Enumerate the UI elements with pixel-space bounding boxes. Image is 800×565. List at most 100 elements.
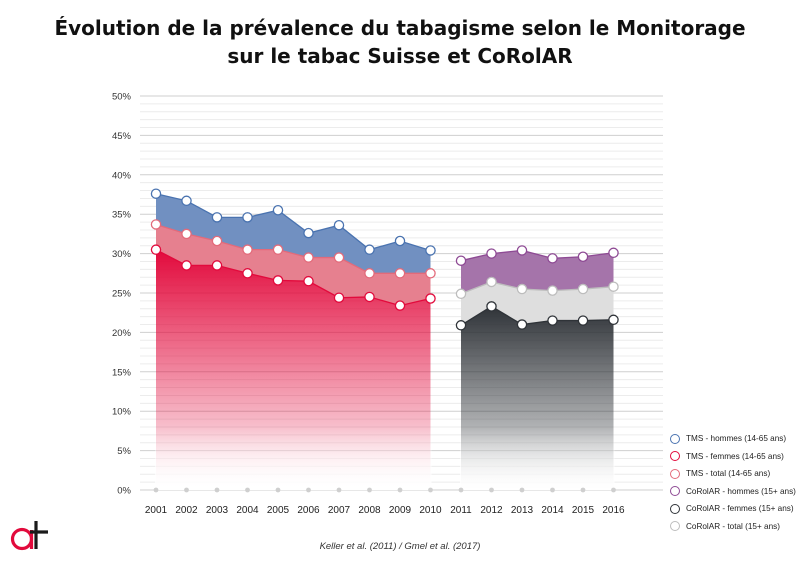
data-point-tms-femmes — [333, 292, 345, 303]
y-tick-label: 45% — [112, 131, 132, 142]
y-tick-label: 35% — [112, 210, 132, 221]
baseline-dot — [580, 487, 586, 493]
source-note: Keller et al. (2011) / Gmel et al. (2017… — [319, 541, 481, 552]
data-point-tms-femmes — [272, 275, 284, 286]
legend-label: TMS - femmes (14-65 ans) — [686, 451, 784, 461]
baseline-dot — [611, 487, 616, 493]
area-fade-corolar — [460, 426, 615, 490]
data-point-corolar-femmes — [608, 314, 619, 326]
legend-marker — [670, 503, 680, 514]
legend-item-tms-femmes: TMS - femmes (14-65 ans) — [670, 448, 800, 466]
baseline-dot — [184, 487, 189, 493]
x-tick-label: 2011 — [450, 505, 472, 516]
series-line-tms-femmes — [155, 249, 431, 307]
y-tick-label: 50% — [112, 92, 132, 103]
data-point-tms-total — [394, 268, 406, 279]
y-tick-label: 15% — [112, 367, 132, 378]
y-tick-label: 5% — [117, 446, 131, 457]
x-tick-label: 2014 — [541, 505, 564, 516]
data-point-corolar-total — [486, 276, 497, 288]
x-tick-label: 2008 — [358, 505, 381, 516]
area-tms-total — [156, 224, 431, 306]
data-point-tms-hommes — [425, 245, 436, 256]
data-point-corolar-hommes — [608, 247, 619, 259]
baseline-dot — [458, 487, 464, 493]
baseline-dot — [519, 487, 525, 493]
at-logo — [10, 521, 48, 551]
data-point-tms-hommes — [394, 235, 406, 247]
data-point-tms-femmes — [211, 260, 223, 271]
legend-label: CoRolAR - total (15+ ans) — [686, 521, 780, 531]
baseline-dot — [397, 487, 403, 493]
x-tick-label: 2006 — [297, 505, 320, 516]
legend-label: CoRolAR - femmes (15+ ans) — [686, 504, 794, 514]
y-tick-label: 10% — [112, 407, 132, 418]
data-point-corolar-femmes — [455, 320, 467, 331]
data-point-tms-femmes — [181, 260, 192, 271]
data-point-tms-hommes — [181, 195, 192, 207]
data-point-tms-hommes — [303, 227, 314, 239]
baseline-dot — [428, 487, 433, 493]
y-tick-label: 20% — [112, 328, 132, 339]
x-tick-label: 2010 — [419, 505, 442, 516]
legend-marker — [670, 521, 680, 532]
data-point-tms-femmes — [303, 275, 314, 287]
data-point-tms-femmes — [425, 293, 436, 304]
chart-title: Évolution de la prévalence du tabagisme … — [0, 14, 800, 70]
baseline-dot — [489, 487, 494, 493]
data-point-tms-total — [211, 235, 223, 247]
data-point-corolar-total — [547, 285, 558, 296]
y-tick-label: 0% — [117, 486, 131, 497]
legend-marker — [670, 433, 680, 444]
x-tick-label: 2004 — [236, 505, 259, 516]
x-tick-label: 2015 — [572, 505, 595, 516]
data-point-corolar-femmes — [486, 301, 497, 312]
data-point-corolar-total — [608, 281, 619, 292]
baseline-dot — [153, 487, 159, 493]
data-point-corolar-hommes — [547, 253, 558, 264]
data-point-corolar-hommes — [577, 251, 589, 263]
data-point-tms-hommes — [242, 212, 253, 223]
baseline-dot — [336, 487, 342, 493]
y-tick-label: 25% — [112, 289, 132, 300]
chart-title-line1: Évolution de la prévalence du tabagisme … — [54, 16, 746, 40]
data-point-tms-hommes — [333, 219, 345, 231]
baseline-dot — [214, 487, 220, 493]
data-point-tms-femmes — [242, 268, 253, 279]
x-tick-label: 2007 — [328, 505, 351, 516]
chart-legend: TMS - hommes (14-65 ans) TMS - femmes (14… — [670, 430, 800, 535]
baseline-dot — [245, 487, 250, 493]
legend-item-corolar-total: CoRolAR - total (15+ ans) — [670, 518, 800, 536]
series-line-tms-total — [155, 223, 431, 274]
x-tick-label: 2009 — [389, 505, 412, 516]
legend-label: TMS - hommes (14-65 ans) — [686, 434, 787, 444]
data-point-corolar-total — [577, 283, 589, 295]
data-point-tms-hommes — [364, 244, 375, 255]
baseline-dot — [367, 487, 372, 493]
data-point-tms-femmes — [364, 291, 375, 303]
area-corolar-total — [461, 281, 614, 326]
data-point-corolar-hommes — [486, 248, 497, 259]
data-point-tms-total — [150, 219, 162, 230]
legend-item-tms-total: TMS - total (14-65 ans) — [670, 465, 800, 483]
data-point-tms-femmes — [394, 300, 406, 311]
y-tick-label: 40% — [112, 170, 132, 181]
x-tick-label: 2013 — [511, 505, 534, 516]
legend-label: TMS - total (14-65 ans) — [686, 469, 771, 479]
x-tick-label: 2005 — [267, 505, 290, 516]
data-point-tms-hommes — [211, 212, 223, 223]
data-point-tms-total — [333, 252, 345, 263]
data-point-corolar-femmes — [577, 315, 589, 326]
data-point-corolar-total — [455, 288, 467, 300]
legend-item-corolar-femmes: CoRolAR - femmes (15+ ans) — [670, 500, 800, 518]
data-point-tms-hommes — [150, 188, 162, 199]
x-tick-label: 2002 — [175, 505, 198, 516]
baseline-dot — [306, 487, 311, 493]
legend-item-tms-hommes: TMS - hommes (14-65 ans) — [670, 430, 800, 448]
chart-title-line2: sur le tabac Suisse et CoRolAR — [227, 44, 573, 68]
data-point-tms-hommes — [272, 205, 284, 216]
legend-label: CoRolAR - hommes (15+ ans) — [686, 486, 796, 496]
data-point-tms-total — [303, 252, 314, 263]
x-tick-label: 2003 — [206, 505, 229, 516]
